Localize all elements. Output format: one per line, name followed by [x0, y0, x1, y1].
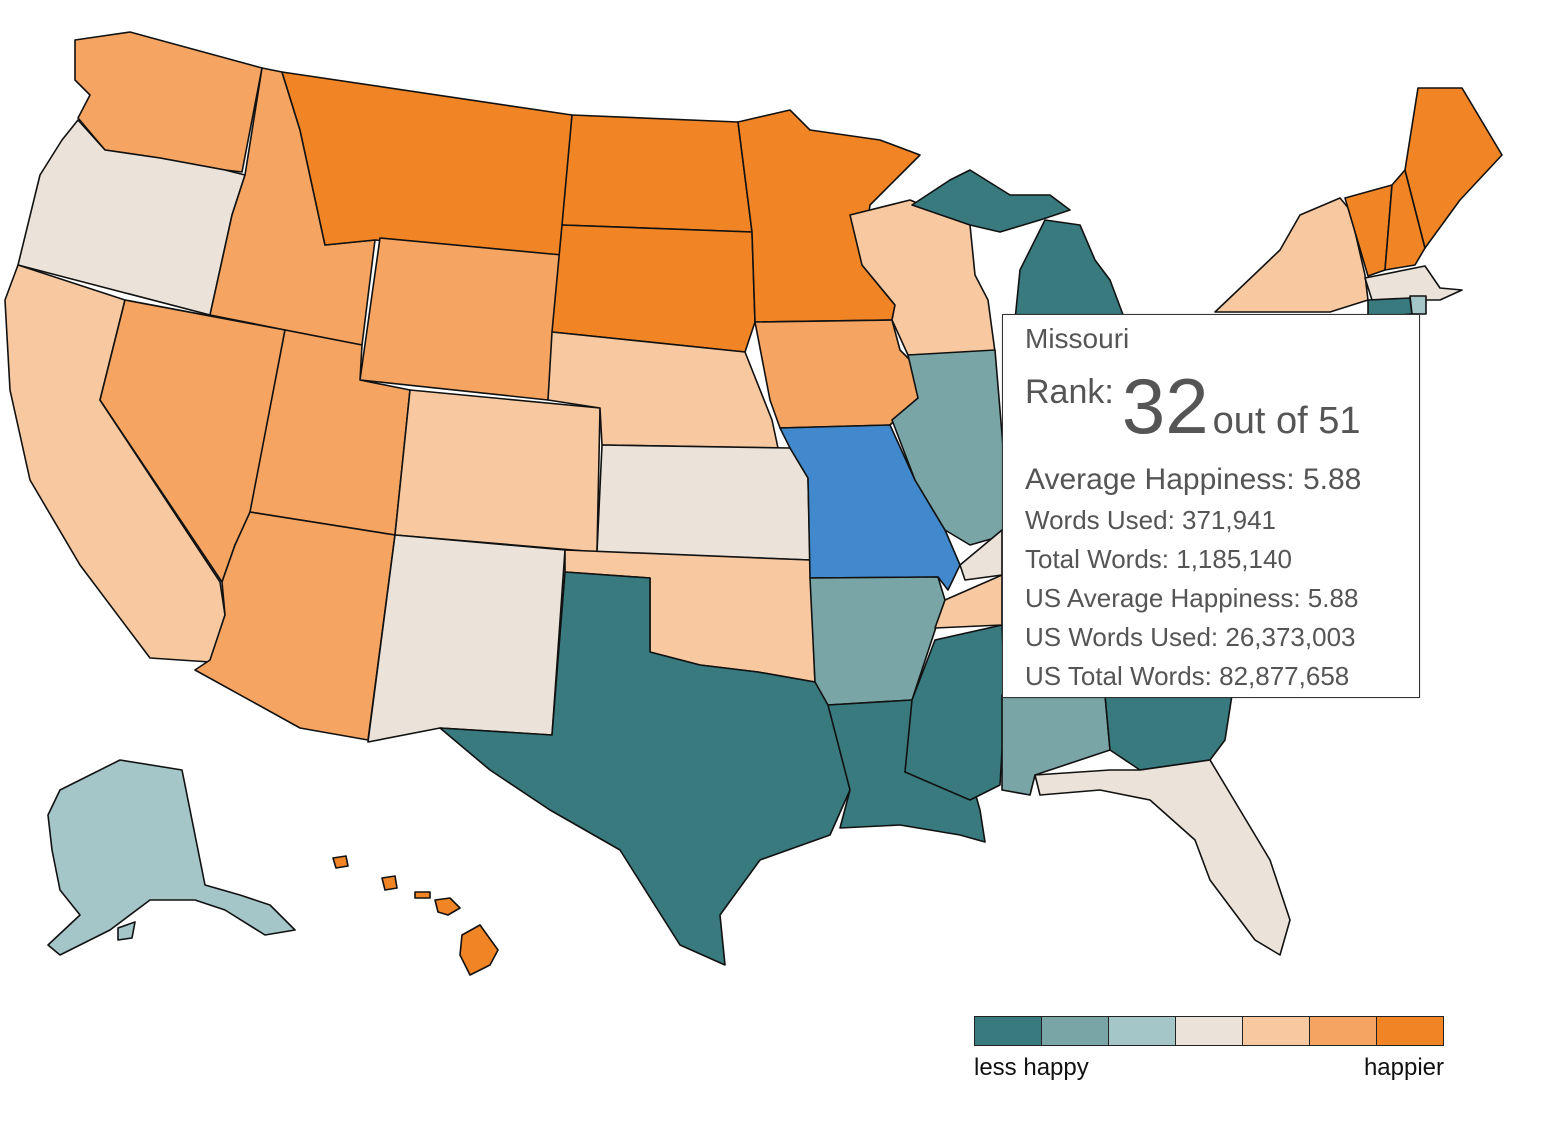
legend-swatches	[974, 1016, 1444, 1046]
tooltip-total-words: Total Words: 1,185,140	[1025, 544, 1292, 574]
state-HI-oahu[interactable]	[381, 875, 398, 891]
tooltip-us-total-words: US Total Words: 82,877,658	[1025, 661, 1350, 691]
tooltip-rank-of: out of 51	[1212, 400, 1361, 442]
legend-swatch-5	[1243, 1017, 1310, 1045]
legend-low-label: less happy	[974, 1054, 1089, 1081]
legend-swatch-1	[975, 1017, 1042, 1045]
state-CO[interactable]	[394, 389, 601, 553]
color-legend: less happy happier	[974, 1016, 1444, 1082]
legend-swatch-6	[1310, 1017, 1377, 1045]
state-GA[interactable]	[1104, 694, 1233, 771]
state-TX[interactable]	[439, 571, 851, 966]
state-IA[interactable]	[754, 319, 923, 429]
tooltip-rank-label: Rank:	[1025, 373, 1114, 411]
legend-swatch-3	[1109, 1017, 1176, 1045]
legend-labels: less happy happier	[974, 1054, 1444, 1082]
tooltip-avg-happiness: Average Happiness: 5.88	[1025, 463, 1362, 496]
tooltip-words-used: Words Used: 371,941	[1025, 505, 1276, 535]
tooltip-us-words-used: US Words Used: 26,373,003	[1025, 622, 1356, 652]
state-IL[interactable]	[891, 349, 1006, 546]
state-RI[interactable]	[1409, 295, 1427, 315]
state-WY[interactable]	[359, 237, 563, 401]
state-NH[interactable]	[1384, 169, 1426, 271]
state-KS[interactable]	[596, 444, 811, 561]
state-MI[interactable]	[1014, 219, 1126, 321]
state-HI-molokai[interactable]	[414, 891, 431, 899]
state-AK-island[interactable]	[117, 921, 136, 941]
state-AK[interactable]	[47, 759, 296, 956]
tooltip-rank-number: 32	[1121, 362, 1209, 450]
state-SD[interactable]	[551, 224, 756, 353]
tooltip-state-name: Missouri	[1025, 323, 1130, 354]
tooltip-rank-row: Rank: 32 out of 51	[1025, 357, 1397, 445]
state-FL[interactable]	[1034, 759, 1291, 956]
state-HI-big[interactable]	[459, 924, 499, 976]
state-MT[interactable]	[281, 71, 573, 256]
state-HI-kauai[interactable]	[332, 855, 349, 869]
legend-swatch-2	[1042, 1017, 1109, 1045]
legend-high-label: happier	[1363, 1054, 1444, 1081]
state-MO[interactable]	[779, 424, 961, 591]
state-tooltip: Missouri Rank: 32 out of 51 Average Happ…	[1002, 314, 1420, 698]
state-NM[interactable]	[367, 534, 566, 743]
tooltip-us-avg-happiness: US Average Happiness: 5.88	[1025, 583, 1359, 613]
legend-swatch-4	[1176, 1017, 1243, 1045]
state-ND[interactable]	[561, 114, 753, 233]
state-HI-maui[interactable]	[434, 897, 461, 916]
state-ME[interactable]	[1404, 87, 1503, 249]
state-MI-UP[interactable]	[911, 169, 1071, 233]
state-NY[interactable]	[1214, 197, 1369, 313]
legend-swatch-7	[1377, 1017, 1443, 1045]
